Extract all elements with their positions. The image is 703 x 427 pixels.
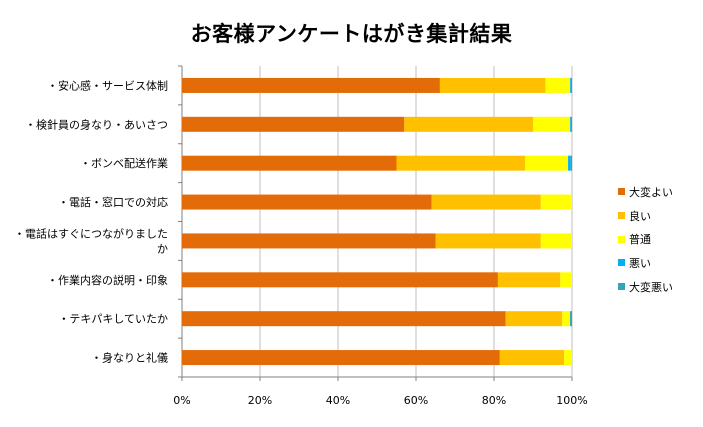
legend-label: 大変よい: [629, 185, 673, 199]
bar-segment: [182, 311, 506, 327]
x-tick-label: 60%: [404, 394, 428, 407]
category-label: ・安心感・サービス体制: [47, 78, 168, 92]
bar-segment: [533, 116, 571, 132]
legend-label: 悪い: [629, 256, 651, 270]
bar-segment: [182, 272, 498, 288]
legend-item: 大変よい: [618, 180, 673, 204]
category-label: か: [157, 242, 168, 255]
x-tick-label: 20%: [248, 394, 272, 407]
category-label: ・作業内容の説明・印象: [47, 273, 168, 287]
legend-swatch: [618, 188, 625, 196]
legend-item: 良い: [618, 204, 673, 228]
bar-segment: [182, 194, 432, 210]
x-tick-label: 80%: [482, 394, 506, 407]
legend-swatch: [618, 212, 625, 220]
bar-segment: [570, 311, 572, 327]
bar-segment: [564, 350, 572, 366]
bar-segment: [435, 233, 541, 249]
bar-segment: [396, 155, 526, 171]
legend-label: 大変悪い: [629, 280, 673, 294]
category-label: ・検針員の身なり・あいさつ: [25, 117, 168, 131]
bar-segment: [182, 155, 397, 171]
bar-segment: [505, 311, 563, 327]
x-tick-label: 40%: [326, 394, 350, 407]
category-label: ・身なりと礼儀: [91, 351, 168, 365]
legend-swatch: [618, 235, 625, 243]
chart-legend: 大変よい良い普通悪い大変悪い: [618, 180, 673, 298]
bar-segment: [545, 77, 571, 93]
bar-segment: [570, 77, 571, 93]
bar-segment: [404, 116, 533, 132]
legend-swatch: [618, 283, 625, 291]
bar-segment: [540, 194, 572, 210]
category-label: ・電話はすぐにつながりました: [14, 226, 168, 240]
legend-swatch: [618, 259, 625, 267]
x-tick-label: 100%: [556, 394, 587, 407]
bar-segment: [499, 350, 565, 366]
category-label: ・ボンベ配送作業: [80, 156, 168, 170]
category-label: ・電話・窓口での対応: [58, 195, 168, 209]
legend-item: 大変悪い: [618, 275, 673, 299]
bar-segment: [182, 350, 500, 366]
x-tick-label: 0%: [173, 394, 190, 407]
bar-segment: [525, 155, 569, 171]
bar-segment: [439, 77, 546, 93]
bar-segment: [568, 155, 571, 171]
bar-segment: [182, 233, 436, 249]
legend-item: 普通: [618, 227, 673, 251]
category-label: ・テキパキしていたか: [58, 313, 168, 326]
bar-segment: [431, 194, 541, 210]
legend-item: 悪い: [618, 251, 673, 275]
bar-segment: [497, 272, 561, 288]
bar-segment: [182, 77, 440, 93]
bar-segment: [182, 116, 405, 132]
bar-segment: [562, 311, 571, 327]
bar-segment: [540, 233, 572, 249]
legend-label: 良い: [629, 209, 651, 223]
bar-segment: [570, 116, 571, 132]
legend-label: 普通: [629, 233, 651, 247]
bar-segment: [570, 116, 572, 132]
chart-title: お客様アンケートはがき集計結果: [190, 22, 513, 46]
bar-segment: [570, 155, 572, 171]
bar-segment: [570, 77, 572, 93]
bar-segment: [560, 272, 572, 288]
